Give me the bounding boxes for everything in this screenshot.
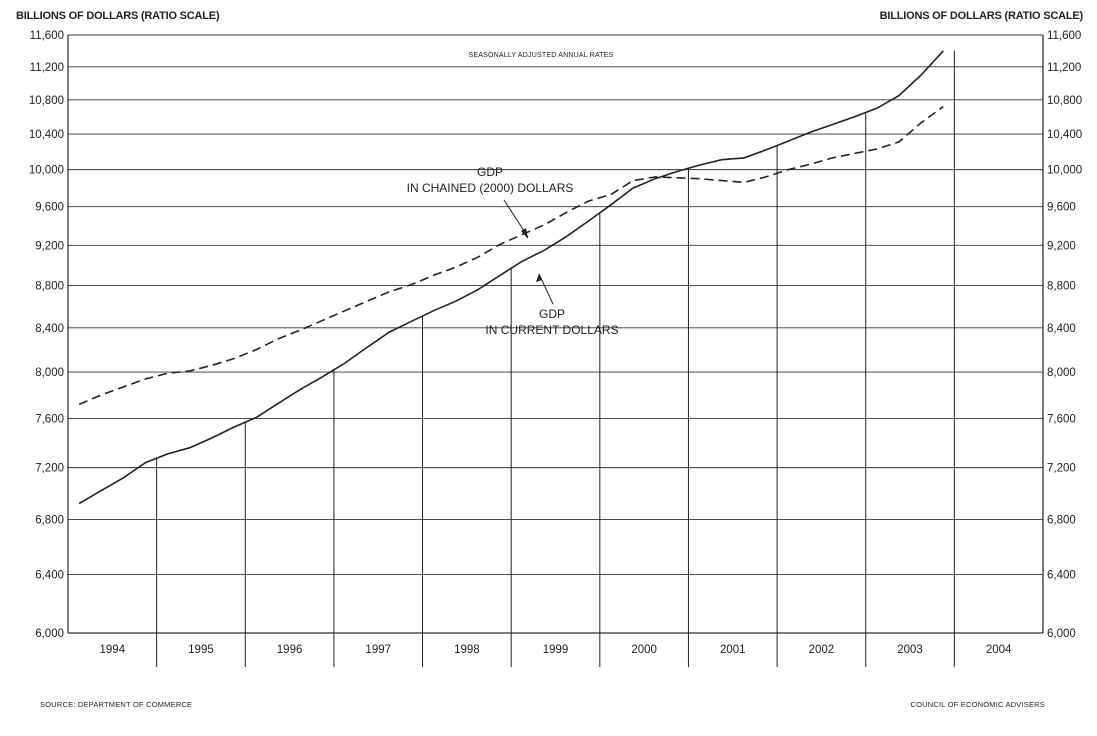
y-tick-label-left: 11,200 (30, 62, 64, 74)
current-arrowhead (536, 273, 542, 282)
y-tick-label-left: 8,800 (35, 281, 64, 293)
y-tick-label-right: 8,400 (1047, 323, 1076, 335)
x-tick-label-year: 2004 (986, 644, 1012, 656)
y-tick-label-right: 10,800 (1047, 95, 1082, 107)
y-tick-label-right: 10,400 (1047, 129, 1082, 141)
y-tick-label-left: 9,200 (35, 240, 64, 252)
y-tick-label-right: 9,600 (1047, 202, 1076, 214)
annotation-layer: SEASONALLY ADJUSTED ANNUAL RATES GDP IN … (407, 52, 619, 337)
x-tick-label-year: 1994 (100, 644, 126, 656)
series-line-current-dollars (78, 50, 944, 505)
y-tick-label-right: 6,000 (1047, 628, 1076, 640)
current-label-line2: IN CURRENT DOLLARS (485, 323, 618, 337)
y-tick-label-right: 9,200 (1047, 240, 1076, 252)
current-label-arrow (539, 275, 554, 305)
x-tick-label-year: 2001 (720, 644, 746, 656)
y-tick-label-right: 7,200 (1047, 463, 1076, 475)
grid-layer (68, 34, 1043, 634)
y-tick-label-right: 10,000 (1047, 165, 1082, 177)
current-label-line1: GDP (539, 307, 565, 321)
series-line-chained-dollars (78, 105, 944, 406)
y-tick-label-left: 6,800 (35, 514, 64, 526)
x-tick-label-year: 2003 (897, 644, 923, 656)
chained-arrowhead (521, 228, 528, 239)
x-tick-label-year: 1999 (543, 644, 569, 656)
x-tick-label-year: 2000 (631, 644, 657, 656)
y-tick-label-left: 10,000 (29, 165, 64, 177)
x-tick-label-year: 1997 (365, 644, 391, 656)
x-tick-label-year: 1995 (188, 644, 214, 656)
x-tick-label-year: 1998 (454, 644, 480, 656)
x-tick-label-year: 1996 (277, 644, 303, 656)
credit-note: COUNCIL OF ECONOMIC ADVISERS (910, 700, 1045, 709)
y-tick-label-right: 11,200 (1047, 62, 1081, 74)
y-tick-label-left: 9,600 (35, 202, 64, 214)
y-tick-label-right: 7,600 (1047, 414, 1076, 426)
x-tick-label-year: 2002 (809, 644, 835, 656)
seasonal-note: SEASONALLY ADJUSTED ANNUAL RATES (468, 52, 613, 59)
y-tick-label-right: 8,000 (1047, 367, 1076, 379)
y-tick-label-left: 6,400 (35, 569, 64, 581)
y-tick-label-left: 6,000 (35, 628, 64, 640)
y-tick-label-left: 7,600 (35, 414, 64, 426)
y-tick-label-left: 11,600 (30, 30, 64, 42)
chained-label-line1: GDP (477, 165, 503, 179)
series-layer (78, 50, 944, 505)
y-tick-label-left: 7,200 (35, 463, 64, 475)
left-axis-title: BILLIONS OF DOLLARS (RATIO SCALE) (16, 10, 220, 22)
axis-layer: 6,000 6,000 6,400 6,400 6,800 6,800 7,200 7,200… (29, 30, 1082, 667)
right-axis-title: BILLIONS OF DOLLARS (RATIO SCALE) (879, 10, 1084, 22)
y-tick-label-right: 11,600 (1047, 30, 1081, 42)
y-tick-label-left: 10,400 (29, 129, 64, 141)
y-tick-label-left: 8,000 (35, 367, 64, 379)
source-note: SOURCE: DEPARTMENT OF COMMERCE (40, 700, 193, 709)
y-tick-label-right: 6,800 (1047, 514, 1076, 526)
y-tick-label-left: 8,400 (35, 323, 64, 335)
y-tick-label-right: 6,400 (1047, 569, 1076, 581)
chained-label-line2: IN CHAINED (2000) DOLLARS (407, 181, 574, 195)
y-tick-label-left: 10,800 (29, 95, 64, 107)
y-tick-label-right: 8,800 (1047, 281, 1076, 293)
